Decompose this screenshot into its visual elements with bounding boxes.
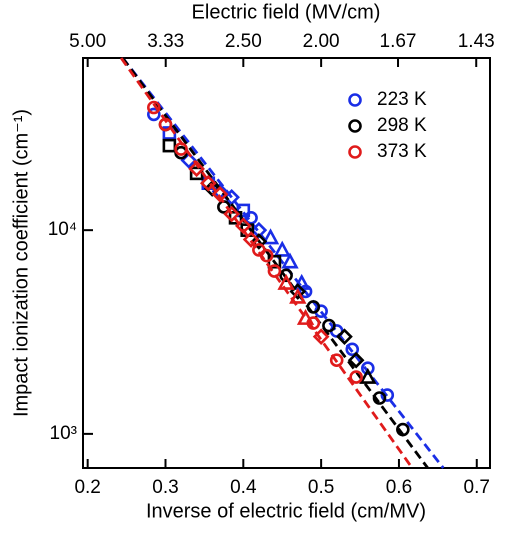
legend-marker [348,93,362,107]
legend-label: 298 K [377,115,427,136]
marker-square [189,166,204,181]
legend-label: 223 K [377,89,427,110]
y-tick-label: 10³ [50,423,77,444]
x2-tick-label: 2.00 [303,31,340,52]
marker-circle [244,210,258,225]
marker-circle [147,107,161,122]
marker-triangle [273,240,291,257]
marker-triangle [296,308,315,325]
marker-circle [372,391,387,405]
marker-circle [380,388,395,402]
marker-circle [349,370,363,384]
marker-circle [174,142,188,156]
legend-marker [348,119,362,133]
marker-triangle [261,228,280,245]
x2-tick-label: 3.33 [147,31,184,52]
x-tick-label: 0.2 [74,477,100,498]
x-axis-label: Inverse of electric field (cm/MV) [146,500,426,522]
legend-marker [348,145,362,159]
marker-triangle [359,367,377,384]
marker-circle [361,361,375,376]
marker-square [236,203,251,218]
marker-circle [306,316,321,330]
marker-diamond [336,328,353,346]
marker-triangle [277,273,295,290]
y-axis-label: Impact ionization coefficient (cm⁻¹) [10,109,32,417]
marker-circle [322,318,336,333]
x-tick-label: 0.6 [386,477,412,498]
marker-diamond [203,180,221,197]
legend-label: 373 K [377,141,427,162]
marker-diamond [312,328,330,346]
marker-circle [158,117,173,132]
marker-diamond [223,205,240,223]
marker-diamond [250,233,268,250]
marker-triangle [281,252,299,269]
marker-diamond [242,231,260,248]
x2-tick-label: 2.50 [225,31,262,52]
marker-circle [279,268,293,283]
marker-circle [396,422,410,437]
y-tick-label: 10⁴ [48,219,77,240]
marker-circle [298,284,313,299]
x2-axis-label: Electric field (MV/cm) [192,1,381,23]
x2-tick-label: 1.67 [380,31,417,52]
x-tick-label: 0.7 [464,477,490,498]
x2-tick-label: 1.43 [458,31,495,52]
marker-circle [306,300,321,314]
plot-frame [82,57,491,469]
marker-diamond [234,217,252,235]
marker-diamond [188,160,205,178]
marker-triangle [289,287,307,304]
marker-diamond [199,174,217,192]
marker-circle [345,342,360,357]
marker-square [162,138,177,153]
marker-diamond [211,185,229,203]
marker-diamond [347,351,365,369]
x-tick-label: 0.3 [152,477,178,498]
x-tick-label: 0.4 [230,477,257,498]
x-tick-label: 0.5 [308,477,334,498]
x2-tick-label: 5.00 [69,31,106,52]
marker-circle [259,248,274,263]
marker-circle [147,100,161,115]
marker-circle [329,353,344,367]
fit-line [121,57,429,469]
marker-circle [267,264,282,278]
